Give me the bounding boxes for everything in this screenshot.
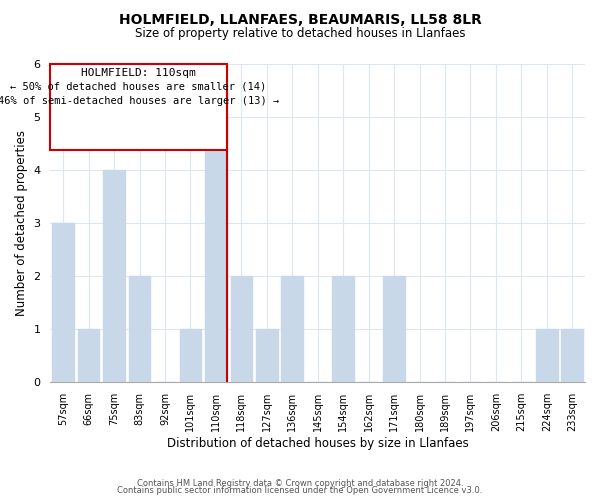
Bar xyxy=(383,276,405,382)
X-axis label: Distribution of detached houses by size in Llanfaes: Distribution of detached houses by size … xyxy=(167,437,469,450)
Text: ← 50% of detached houses are smaller (14): ← 50% of detached houses are smaller (14… xyxy=(10,82,266,92)
Text: HOLMFIELD, LLANFAES, BEAUMARIS, LL58 8LR: HOLMFIELD, LLANFAES, BEAUMARIS, LL58 8LR xyxy=(119,12,481,26)
Bar xyxy=(281,276,303,382)
Bar xyxy=(103,170,125,382)
Bar xyxy=(562,330,583,382)
Bar xyxy=(128,276,151,382)
Bar xyxy=(78,330,100,382)
Bar xyxy=(536,330,557,382)
Y-axis label: Number of detached properties: Number of detached properties xyxy=(15,130,28,316)
Bar xyxy=(230,276,252,382)
Bar xyxy=(52,223,74,382)
Text: HOLMFIELD: 110sqm: HOLMFIELD: 110sqm xyxy=(81,68,196,78)
Bar xyxy=(179,330,201,382)
Bar xyxy=(332,276,354,382)
Bar xyxy=(256,330,278,382)
Text: Contains public sector information licensed under the Open Government Licence v3: Contains public sector information licen… xyxy=(118,486,482,495)
Bar xyxy=(205,117,227,382)
Text: Size of property relative to detached houses in Llanfaes: Size of property relative to detached ho… xyxy=(135,28,465,40)
Text: Contains HM Land Registry data © Crown copyright and database right 2024.: Contains HM Land Registry data © Crown c… xyxy=(137,478,463,488)
Text: 46% of semi-detached houses are larger (13) →: 46% of semi-detached houses are larger (… xyxy=(0,96,279,106)
